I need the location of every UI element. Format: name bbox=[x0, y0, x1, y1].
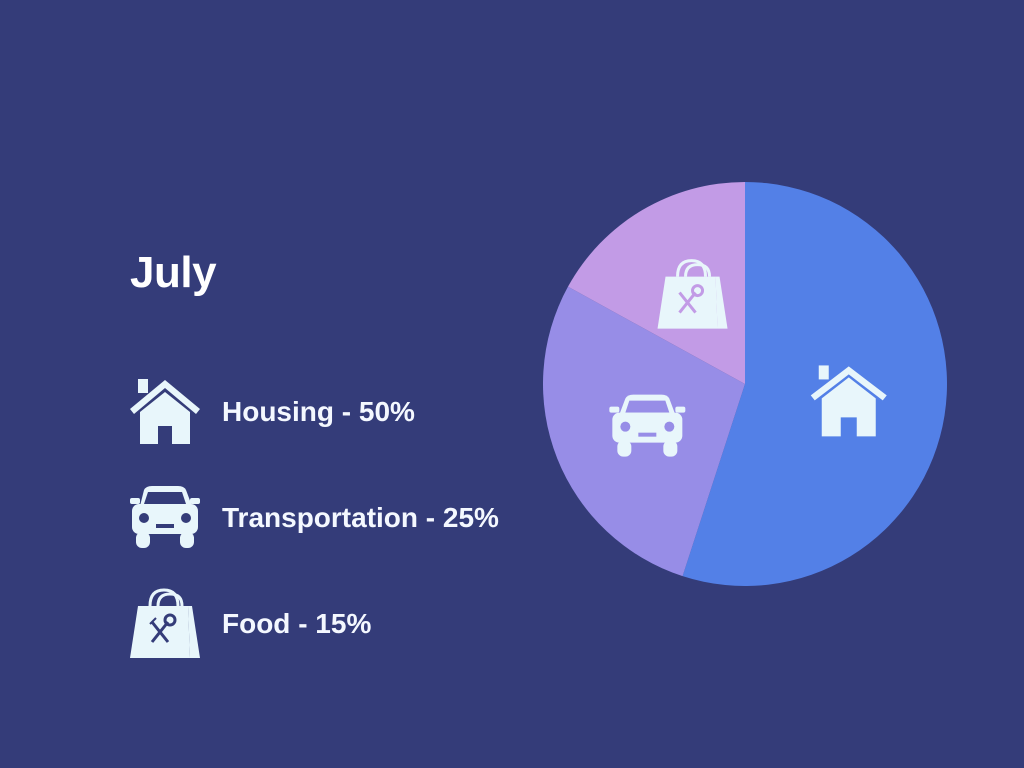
food-bag-icon bbox=[128, 588, 202, 660]
pie-slice-housing bbox=[682, 182, 947, 586]
pie-slice-food-bag-icon bbox=[657, 259, 728, 329]
pie-slice-food bbox=[567, 182, 745, 384]
car-icon bbox=[128, 482, 202, 554]
legend-label-food: Food - 15% bbox=[222, 608, 372, 639]
legend-item-transportation: Transportation - 25% bbox=[128, 482, 568, 554]
legend-item-housing: Housing - 50% bbox=[128, 376, 568, 448]
house-icon bbox=[128, 376, 202, 448]
legend-label-housing: Housing - 50% bbox=[222, 396, 415, 427]
legend-item-food: Food - 15% bbox=[128, 588, 568, 660]
pie-slice-house-icon bbox=[810, 365, 887, 437]
chart-title: July bbox=[130, 248, 217, 297]
legend-label-transportation: Transportation - 25% bbox=[222, 502, 499, 533]
pie-slice-car-icon bbox=[609, 394, 686, 457]
